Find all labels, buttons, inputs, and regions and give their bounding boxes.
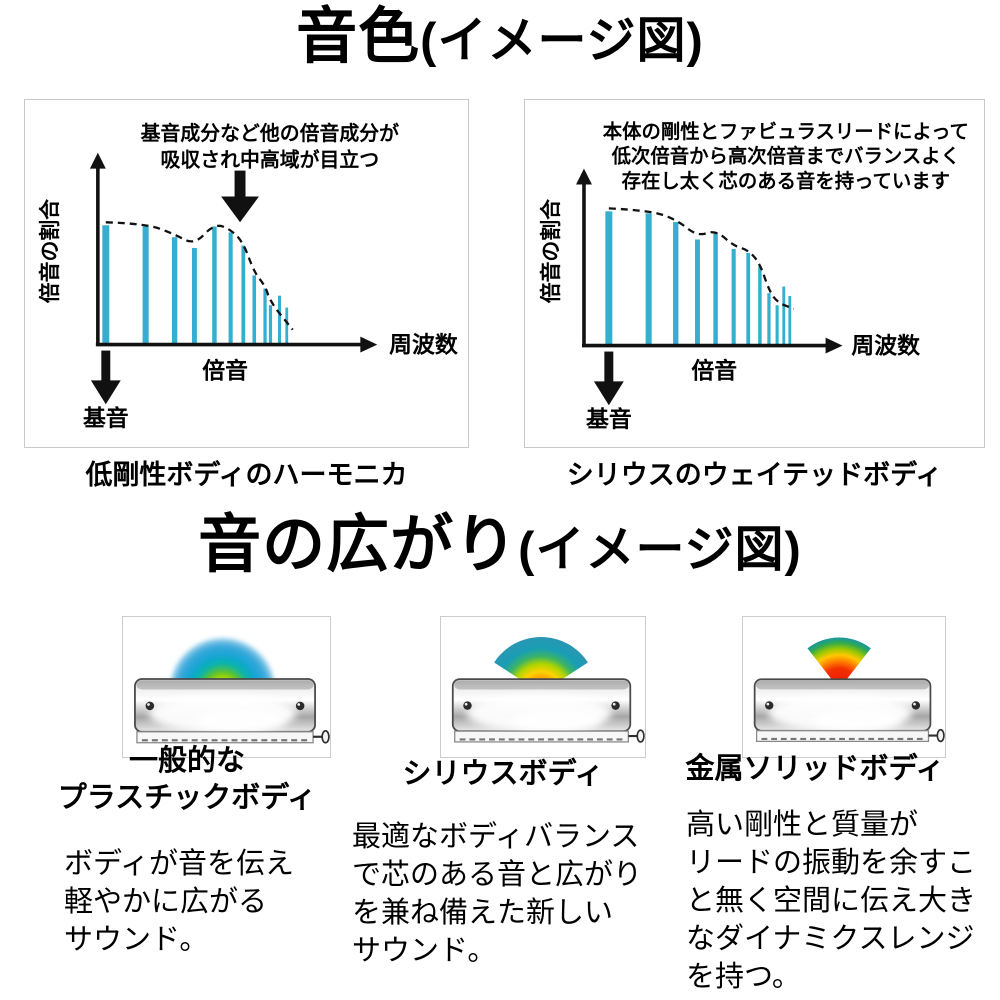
spread-figure-sirius-body (440, 616, 646, 758)
spectrum-bar (268, 305, 273, 345)
spectrum-bar (788, 295, 792, 346)
spectrum-bar (285, 307, 289, 345)
text-line: と無く空間に伝え大き (686, 885, 977, 917)
annotation-line: 低次倍音から高次倍音までバランスよく (611, 145, 960, 168)
spectrum-bar (775, 305, 779, 346)
section-title-spread: 音の広がり(イメージ図) (0, 512, 1000, 578)
text-line: 最適なボディバランス (352, 821, 640, 853)
x-axis-label: 周波数 (851, 334, 920, 359)
harmonica-illustration (755, 679, 944, 741)
chart-caption-sirius-weighted: シリウスのウェイテッドボディ (566, 460, 943, 490)
spectrum-bar (731, 248, 736, 346)
overtones-label: 倍音 (691, 357, 737, 383)
x-axis-arrowhead-icon (360, 336, 378, 353)
sound-spread-arc (807, 637, 871, 689)
spread-caption-metal-solid: 金属ソリッドボディ (660, 751, 970, 788)
harmonica-illustration (135, 679, 329, 743)
x-axis-label: 周波数 (389, 333, 458, 358)
spectrum-bar (673, 222, 679, 346)
y-axis-arrowhead-icon (576, 168, 592, 185)
annotation-line: 基音成分など他の倍音成分が (140, 122, 400, 145)
x-axis-arrowhead-icon (825, 337, 843, 354)
spectrum-bar (746, 253, 751, 346)
text-line: で芯のある音と広がり (352, 859, 643, 891)
spread-figure-plastic-body (122, 616, 331, 758)
spectrum-bar (228, 232, 233, 345)
envelope-curve (105, 221, 294, 331)
spectrum-bar (212, 226, 217, 345)
spectrum-bar (695, 239, 700, 346)
text-line: シリウスボディ (402, 758, 604, 790)
annotation-line: 吸収され中高域が目立つ (161, 149, 380, 172)
spectrum-bar (171, 237, 178, 345)
fundamental-label: 基音 (83, 405, 129, 431)
sound-spread-arc (494, 637, 588, 693)
section-title-tone: 音色(イメージ図) (0, 4, 1000, 68)
highlight-arrow-icon (234, 170, 246, 199)
spectrum-bar (767, 293, 771, 346)
spectrum-bar (782, 286, 786, 346)
spectrum-bar (142, 226, 149, 345)
spread-illustration-sirius (441, 637, 645, 757)
spectrum-bar (192, 247, 197, 345)
spread-description-sirius: 最適なボディバランス で芯のある音と広がり を兼ね備えた新しい サウンド。 (352, 818, 642, 970)
text-line: 高い剛性と質量が (686, 809, 919, 841)
fundamental-arrowhead-icon (593, 381, 624, 406)
y-axis-arrowhead-icon (89, 152, 106, 169)
spread-figure-metal-solid-body (742, 616, 946, 758)
spectrum-bars (605, 211, 792, 346)
envelope-curve (608, 207, 795, 310)
spread-description-plastic: ボディが音を伝え 軽やかに広がる サウンド。 (64, 845, 294, 959)
text-line: なダイナミクスレンジ (686, 923, 975, 955)
spectrum-bar (605, 211, 613, 346)
annotation-line: 本体の剛性とファビュラスリードによって (603, 120, 969, 143)
spectrum-bar (263, 288, 267, 345)
text-line: ボディが音を伝え (64, 848, 294, 880)
text-line: を兼ね備えた新しい (352, 897, 614, 929)
y-axis-label: 倍音の割合 (539, 199, 563, 303)
text-line: プラスチックボディ (57, 782, 317, 814)
text-line: 金属ソリッドボディ (685, 753, 945, 785)
chart-panel-sirius-weighted: 周波数倍音 倍音の割合 本体の剛性とファビュラスリードによって 低次倍音から高次倍音ま… (524, 99, 985, 448)
annotation-line: 存在し太く芯のある音を持っています (622, 169, 950, 192)
title-spread-main: 音の広がり (198, 510, 519, 580)
highlight-arrowhead-icon (221, 196, 259, 223)
spectrum-bar (645, 213, 652, 346)
fundamental-arrow-icon (101, 350, 111, 383)
text-line: リードの振動を余すこ (686, 847, 977, 879)
text-line: 軽やかに広がる (64, 886, 268, 918)
spread-caption-plastic: 一般的なプラスチックボディ (37, 743, 337, 817)
chart-panel-low-rigidity: 周波数倍音 倍音の割合 基音成分など他の倍音成分が 吸収され中高域が目立つ基音 (24, 99, 469, 448)
spectrum-bar (713, 232, 718, 346)
spectrum-bar (241, 245, 246, 345)
spectrum-bar (278, 295, 282, 345)
text-line: サウンド。 (352, 935, 497, 967)
spread-illustration-plastic (123, 638, 330, 757)
spectrum-bar (102, 225, 110, 345)
fundamental-arrowhead-icon (90, 380, 121, 405)
chart-caption-low-rigidity: 低剛性ボディのハーモニカ (85, 460, 408, 490)
overtones-label: 倍音 (202, 357, 248, 383)
fundamental-label: 基音 (586, 406, 632, 432)
harmonica-illustration (453, 679, 644, 742)
spectrum-bars (102, 225, 289, 345)
title-tone-sub: (イメージ図) (420, 14, 704, 68)
spectrum-bar (252, 275, 257, 345)
sound-spread-arc (169, 638, 276, 691)
title-spread-sub: (イメージ図) (518, 523, 802, 577)
fundamental-arrow-icon (604, 351, 614, 384)
text-line: を持つ。 (686, 961, 801, 993)
spread-description-metal-solid: 高い剛性と質量がリードの振動を余すこ と無く空間に伝え大き なダイナミクスレンジ を持… (686, 806, 976, 996)
title-tone-main: 音色 (296, 2, 421, 70)
text-line: サウンド。 (64, 924, 209, 956)
spread-illustration-metal-solid (743, 637, 945, 757)
text-line: 一般的な (128, 745, 245, 777)
y-axis-label: 倍音の割合 (38, 199, 62, 303)
spectrum-bar (758, 266, 762, 346)
spread-caption-sirius: シリウスボディ (353, 756, 653, 793)
